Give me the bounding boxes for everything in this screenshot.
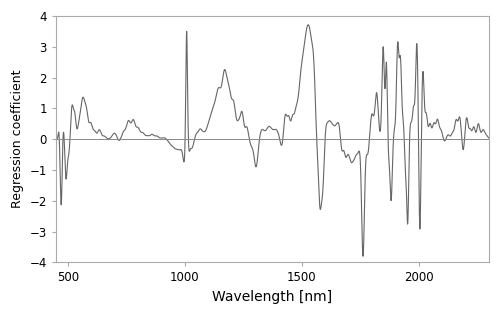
Y-axis label: Regression coefficient: Regression coefficient	[11, 70, 24, 209]
X-axis label: Wavelength [nm]: Wavelength [nm]	[212, 290, 332, 304]
